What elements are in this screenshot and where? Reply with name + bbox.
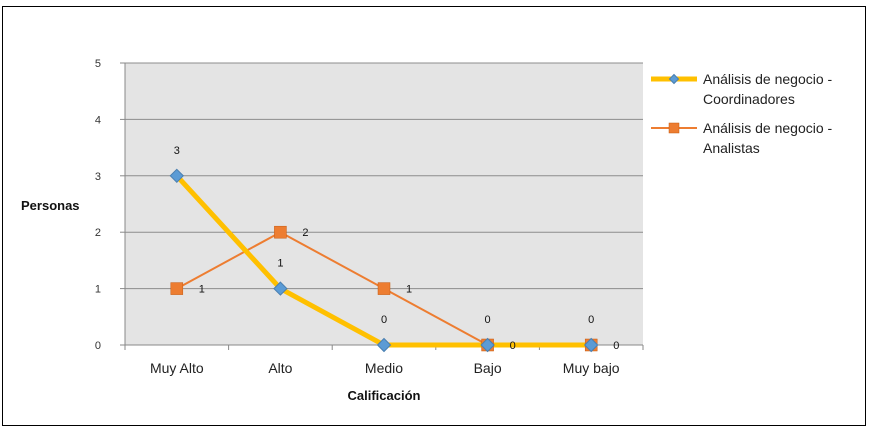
series-0-point-3 (480, 337, 495, 353)
series-1-label-1: 2 (302, 227, 308, 239)
y-axis-title: Personas (21, 198, 80, 213)
tick-labels: 0 1 2 3 4 5 Muy Alto Alto Medio Bajo Muy bajo (95, 58, 620, 376)
y-tick-label-5: 5 (95, 58, 101, 70)
y-tick-label-3: 3 (95, 171, 101, 183)
plot-area (125, 63, 643, 345)
series-0-point-0 (169, 168, 185, 184)
data-labels: 3 1 0 0 0 1 2 1 0 0 (174, 145, 620, 352)
series-1-point-1 (274, 225, 287, 239)
series-1-point-0 (170, 282, 184, 295)
legend-marker-0 (668, 73, 680, 85)
legend-label-1-line-2: Analistas (703, 140, 760, 156)
series-1-label-3: 0 (510, 340, 516, 352)
series-0-point-1 (273, 281, 288, 296)
gridlines (125, 62, 643, 290)
x-tick-label-2: Medio (365, 360, 403, 376)
x-tick-label-1: Alto (268, 360, 292, 376)
series-1-label-4: 0 (613, 340, 619, 352)
x-tick-label-4: Muy bajo (563, 360, 620, 376)
series-0-label-2: 0 (381, 314, 387, 326)
legend-label-0-line-2: Coordinadores (703, 91, 795, 107)
series-0-point-2 (376, 337, 392, 353)
series-0-point-4 (583, 337, 599, 353)
legend-marker-1 (668, 122, 680, 134)
series-1-label-0: 1 (199, 284, 205, 296)
y-tick-label-2: 2 (95, 227, 101, 239)
series-1-point-2 (377, 282, 391, 295)
legend-label-1-line-1: Análisis de negocio - (703, 120, 833, 136)
legend-label-0-line-1: Análisis de negocio - (703, 71, 833, 87)
series-1-label-2: 1 (406, 284, 412, 296)
series-0-label-3: 0 (485, 314, 491, 326)
x-axis-title: Calificación (348, 388, 421, 403)
series-0-label-1: 1 (277, 258, 283, 270)
legend: Análisis de negocio - Coordinadores Anális… (651, 71, 833, 156)
series-0-label-4: 0 (588, 314, 594, 326)
x-tick-label-0: Muy Alto (150, 360, 204, 376)
series-0-label-0: 3 (174, 145, 180, 157)
x-tick-label-3: Bajo (474, 360, 502, 376)
series-markers (169, 168, 599, 353)
y-tick-label-1: 1 (95, 284, 101, 296)
y-tick-label-0: 0 (95, 340, 101, 352)
y-tick-label-4: 4 (95, 114, 101, 126)
